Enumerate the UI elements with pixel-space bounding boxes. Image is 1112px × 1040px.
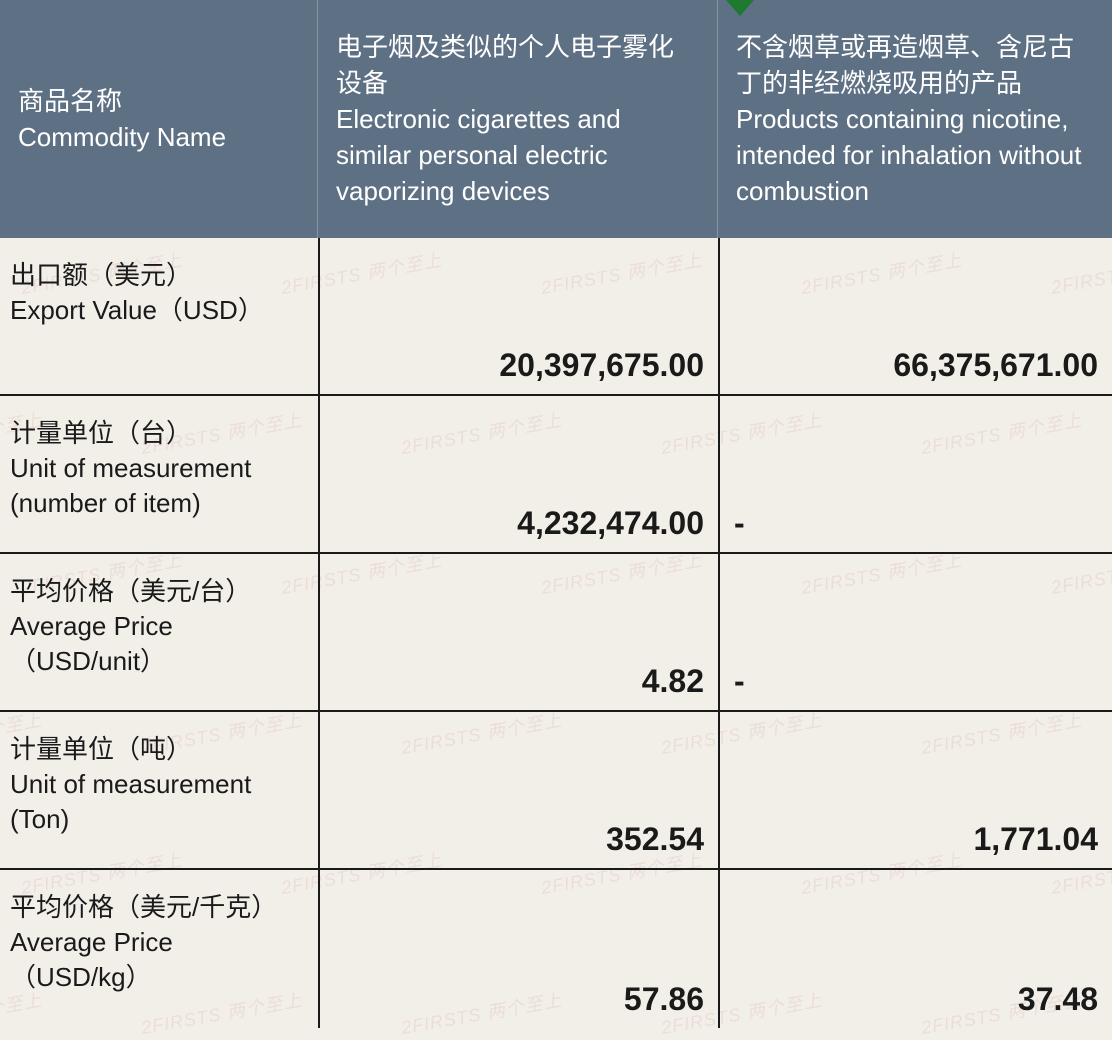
table-row: 平均价格（美元/台） Average Price （USD/unit） 4.82… [0, 554, 1112, 712]
table-row: 计量单位（吨） Unit of measurement (Ton) 352.54… [0, 712, 1112, 870]
row-label: 平均价格（美元/台） Average Price （USD/unit） [0, 554, 318, 710]
row-value-1: 352.54 [318, 712, 718, 868]
table-row: 出口额（美元） Export Value（USD） 20,397,675.00 … [0, 238, 1112, 396]
commodity-table: 商品名称 Commodity Name 电子烟及类似的个人电子雾化设备 Elec… [0, 0, 1112, 1028]
row-label-cn: 平均价格（美元/千克） [10, 890, 308, 925]
row-value-2: 37.48 [718, 870, 1112, 1028]
header-col2-cn: 不含烟草或再造烟草、含尼古丁的非经燃烧吸用的产品 [736, 30, 1094, 102]
row-label: 计量单位（吨） Unit of measurement (Ton) [0, 712, 318, 868]
row-value-2: 1,771.04 [718, 712, 1112, 868]
row-label-en: Unit of measurement (number of item) [10, 451, 308, 521]
row-value-1: 57.86 [318, 870, 718, 1028]
row-label: 出口额（美元） Export Value（USD） [0, 238, 318, 394]
header-label-cn: 商品名称 [18, 84, 299, 120]
table-header-row: 商品名称 Commodity Name 电子烟及类似的个人电子雾化设备 Elec… [0, 0, 1112, 238]
header-label-en: Commodity Name [18, 120, 299, 156]
row-value-1: 4,232,474.00 [318, 396, 718, 552]
row-label-en: Average Price （USD/kg） [10, 925, 308, 995]
row-label-en: Average Price （USD/unit） [10, 609, 308, 679]
header-col1-cell: 电子烟及类似的个人电子雾化设备 Electronic cigarettes an… [318, 0, 718, 238]
table-row: 平均价格（美元/千克） Average Price （USD/kg） 57.86… [0, 870, 1112, 1028]
row-label: 平均价格（美元/千克） Average Price （USD/kg） [0, 870, 318, 1028]
row-label-cn: 计量单位（吨） [10, 732, 308, 767]
row-value-2: 66,375,671.00 [718, 238, 1112, 394]
row-label-cn: 平均价格（美元/台） [10, 574, 308, 609]
header-col2-en: Products containing nicotine, intended f… [736, 102, 1094, 210]
row-value-2: - [718, 554, 1112, 710]
header-col1-cn: 电子烟及类似的个人电子雾化设备 [336, 30, 699, 102]
row-value-1: 20,397,675.00 [318, 238, 718, 394]
header-label-cell: 商品名称 Commodity Name [0, 0, 318, 238]
row-value-1: 4.82 [318, 554, 718, 710]
row-label-cn: 出口额（美元） [10, 258, 308, 293]
header-col1-en: Electronic cigarettes and similar person… [336, 102, 699, 210]
table-row: 计量单位（台） Unit of measurement (number of i… [0, 396, 1112, 554]
row-value-2: - [718, 396, 1112, 552]
row-label: 计量单位（台） Unit of measurement (number of i… [0, 396, 318, 552]
row-label-en: Unit of measurement (Ton) [10, 767, 308, 837]
row-label-en: Export Value（USD） [10, 293, 308, 328]
row-label-cn: 计量单位（台） [10, 416, 308, 451]
header-col2-cell: 不含烟草或再造烟草、含尼古丁的非经燃烧吸用的产品 Products contai… [718, 0, 1112, 238]
triangle-marker-icon [726, 0, 754, 16]
